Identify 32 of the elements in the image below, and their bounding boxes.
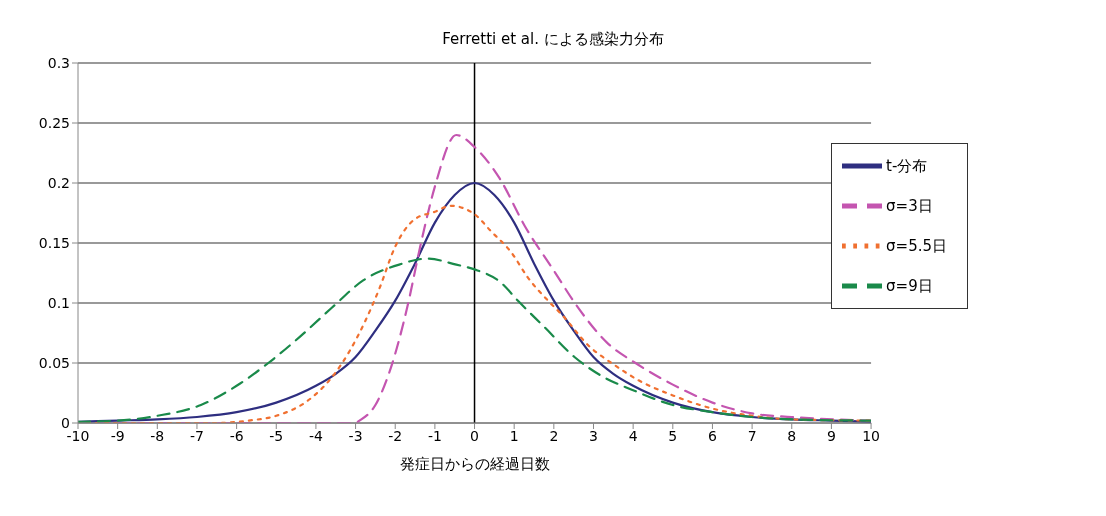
y-tick-label: 0.1 [47, 294, 70, 311]
x-tick-label: -2 [388, 427, 403, 444]
x-tick-label: -1 [427, 427, 442, 444]
x-tick-label: 8 [787, 427, 797, 444]
x-tick-label: 5 [668, 427, 678, 444]
x-tick-label: 6 [707, 427, 717, 444]
x-tick-label: -7 [189, 427, 204, 444]
x-tick-label: -3 [348, 427, 363, 444]
x-tick-label: 2 [549, 427, 559, 444]
y-tick-label: 0.05 [38, 354, 70, 371]
x-tick-label: -9 [110, 427, 125, 444]
x-tick-label: 0 [470, 427, 479, 444]
x-tick-label: -5 [269, 427, 284, 444]
legend-label: σ=9日 [886, 276, 933, 295]
y-tick-label: 0.15 [38, 234, 70, 251]
x-tick-label: 9 [826, 427, 836, 444]
legend-label: σ=5.5日 [886, 236, 947, 255]
x-tick-label: 3 [589, 427, 598, 444]
x-tick-label: 10 [862, 427, 880, 444]
x-tick-label: -6 [229, 427, 244, 444]
y-tick-label: 0.2 [47, 174, 70, 191]
legend-label: t-分布 [886, 156, 928, 175]
x-axis-title: 発症日からの経過日数 [399, 455, 550, 473]
legend-label: σ=3日 [886, 196, 933, 215]
x-tick-label: 4 [628, 427, 638, 444]
y-tick-label: 0.25 [38, 114, 70, 131]
x-tick-label: 1 [509, 427, 519, 444]
x-tick-label: -8 [150, 427, 165, 444]
y-tick-label: 0.3 [47, 54, 70, 71]
chart-title: Ferretti et al. による感染力分布 [441, 30, 665, 49]
x-tick-label: -4 [308, 427, 323, 444]
x-tick-label: 7 [747, 427, 757, 444]
